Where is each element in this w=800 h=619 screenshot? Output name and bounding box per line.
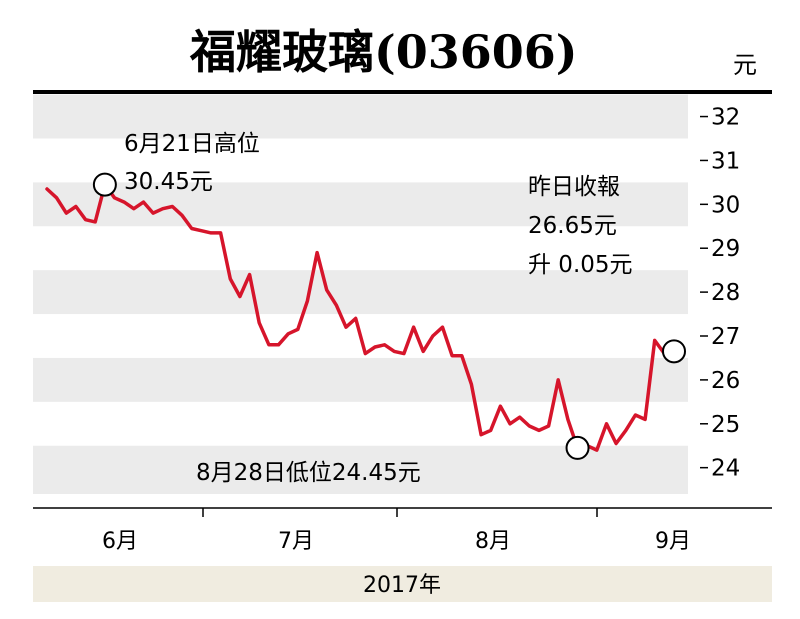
y-tick-label: 32 <box>711 105 740 131</box>
y-tick-label: 26 <box>711 368 740 394</box>
chart-title: 福耀玻璃(03606) <box>189 25 578 79</box>
high-annotation-date: 6月21日高位 <box>124 131 260 157</box>
annotation-marker <box>662 339 686 364</box>
close-annotation-change: 升 0.05元 <box>528 252 633 278</box>
grid-band <box>33 270 688 315</box>
y-tick-label: 31 <box>711 148 740 174</box>
x-tick-label-august: 8月 <box>475 529 511 554</box>
x-tick-label-july: 7月 <box>278 529 314 554</box>
annotation-marker <box>565 435 590 460</box>
x-axis-year-label: 2017年 <box>363 573 441 598</box>
y-axis: 24 25 26 27 28 29 30 31 32 <box>700 105 740 482</box>
y-tick-label: 24 <box>711 456 740 482</box>
close-annotation-value: 26.65元 <box>528 213 617 239</box>
y-tick-label: 28 <box>711 280 740 306</box>
year-footer-bar <box>33 566 772 602</box>
y-tick-label: 29 <box>711 236 740 262</box>
x-tick-label-june: 6月 <box>102 529 138 554</box>
grid-band <box>33 357 688 402</box>
y-tick-label: 30 <box>711 192 740 218</box>
unit-label: 元 <box>733 51 757 79</box>
annotation-markers <box>92 172 686 460</box>
y-tick-label: 25 <box>711 412 740 438</box>
x-tick-label-september: 9月 <box>655 529 691 554</box>
price-series-line <box>45 182 676 452</box>
close-annotation-label: 昨日收報 <box>528 174 620 200</box>
high-annotation-value: 30.45元 <box>124 169 213 195</box>
y-tick-label: 27 <box>711 324 740 350</box>
grid-band <box>33 94 688 139</box>
annotation-marker <box>92 172 117 197</box>
low-annotation: 8月28日低位24.45元 <box>196 460 421 486</box>
